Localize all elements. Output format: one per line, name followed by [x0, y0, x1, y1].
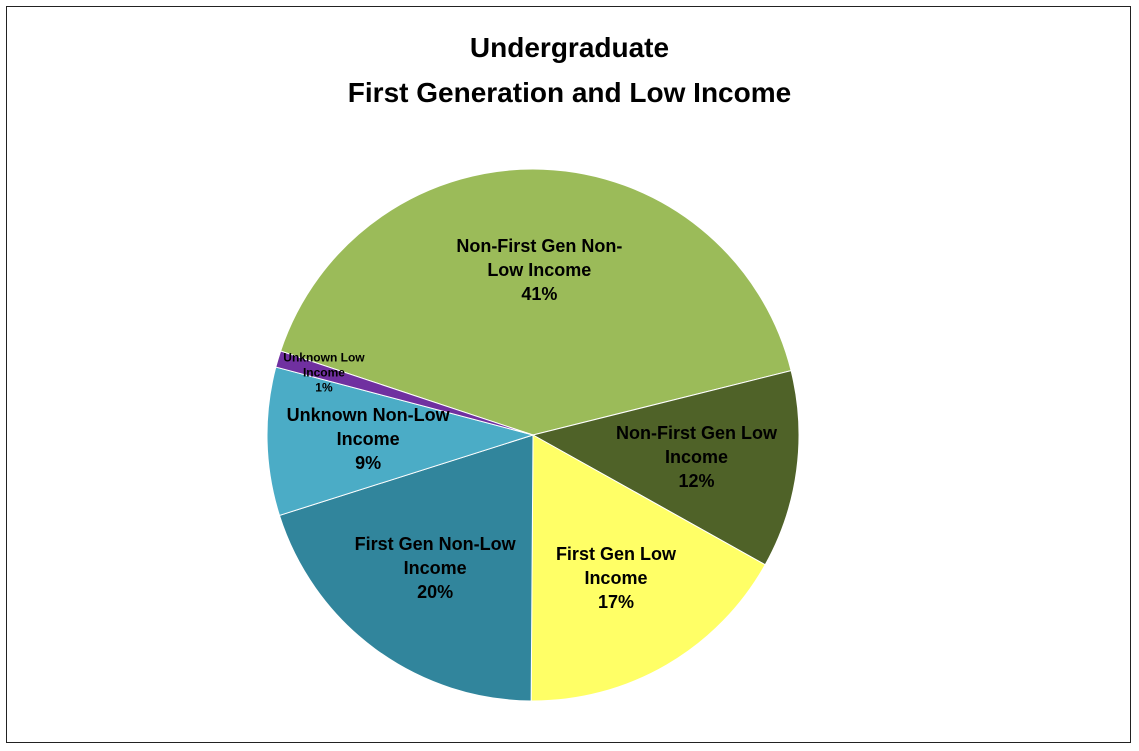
slice-label: Unknown Low Income 1%: [269, 350, 379, 395]
slice-value: 12%: [678, 470, 715, 491]
pie-slice: [531, 370, 800, 566]
pie-slice: [266, 366, 535, 517]
chart-frame: [6, 6, 1131, 743]
slice-name: First Gen Low Income: [555, 543, 676, 588]
slice-name: Non-First Gen Non-Low Income: [456, 236, 623, 281]
pie-slice: [278, 434, 534, 702]
chart-title: First Generation and Low Income: [347, 77, 792, 108]
chart-title: Undergraduate: [469, 32, 670, 63]
slice-label: Non-First Gen Low Income 12%: [611, 421, 781, 493]
pie-slice: [279, 168, 792, 436]
slice-name: Unknown Non-Low Income: [286, 405, 450, 450]
pie-slice: [275, 350, 534, 436]
slice-label: First Gen Non-Low Income 20%: [350, 532, 520, 604]
slice-label: Unknown Non-Low Income 9%: [283, 403, 453, 475]
slice-name: Unknown Low Income: [283, 350, 365, 380]
slice-label: First Gen Low Income 17%: [531, 542, 701, 614]
slice-value: 17%: [597, 591, 634, 612]
slice-name: First Gen Non-Low Income: [354, 533, 516, 578]
slice-value: 20%: [417, 581, 454, 602]
slice-value: 41%: [521, 284, 558, 305]
slice-name: Non-First Gen Low Income: [615, 422, 777, 467]
slice-value: 9%: [355, 453, 382, 474]
slice-label: Non-First Gen Non-Low Income 41%: [454, 234, 624, 306]
slice-value: 1%: [315, 380, 333, 395]
pie-slice: [530, 434, 766, 702]
